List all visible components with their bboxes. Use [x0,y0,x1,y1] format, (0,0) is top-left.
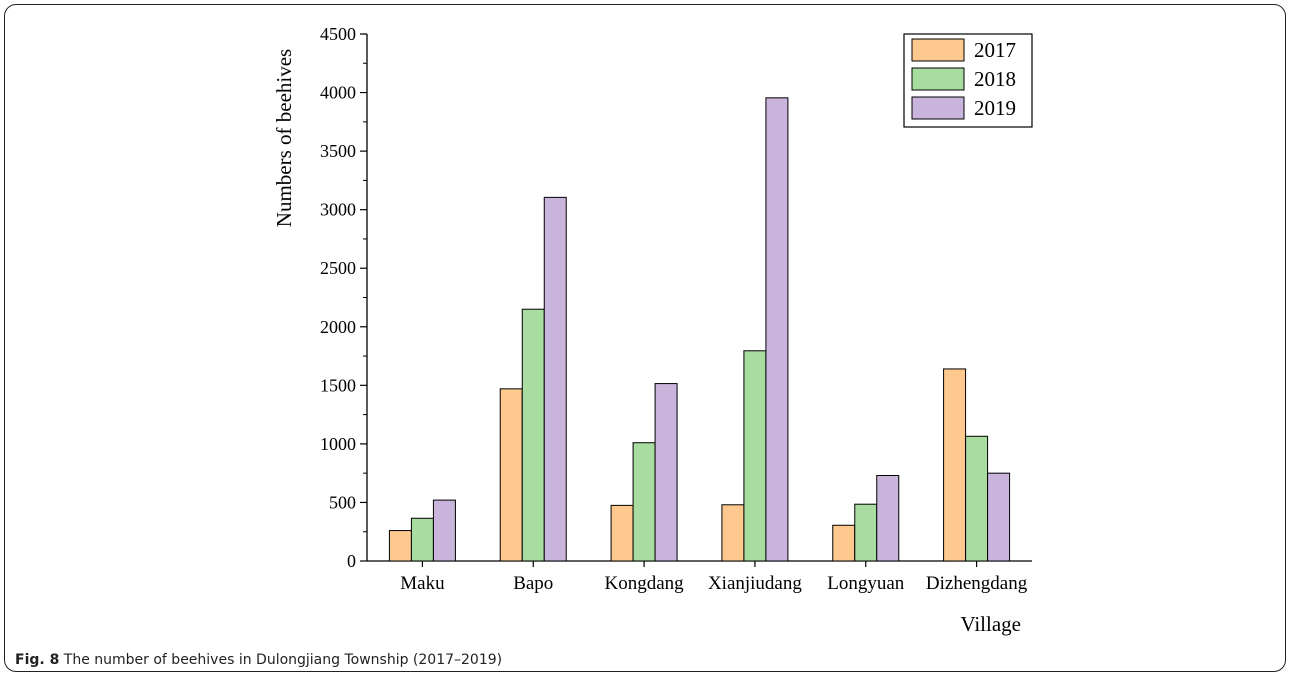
bar-2017-xianjiudang [721,504,745,562]
y-tick-label: 2500 [320,258,356,278]
bar-2018-dizhengdang [965,435,989,562]
bar-2019-bapo [543,196,567,562]
bar-2018-maku [410,517,434,562]
x-axis-label: Village [960,612,1021,636]
y-axis-label: Numbers of beehives [272,49,296,227]
legend-label-2019: 2019 [974,96,1016,120]
chart-bars [388,97,1011,562]
chart-legend: 2017 2018 2019 [903,33,1033,128]
bar-2017-kongdang [610,504,634,562]
y-tick-label: 500 [329,492,356,512]
bar-2017-bapo [499,388,523,562]
bar-2018-kongdang [632,442,656,562]
y-tick-label: 4000 [320,83,356,103]
bar-2018-bapo [521,308,545,562]
caption-text: The number of beehives in Dulongjiang To… [63,652,503,668]
y-tick-label: 2000 [320,317,356,337]
legend-label-2018: 2018 [974,67,1016,91]
x-tick-label: Xianjiudang [708,573,802,594]
x-tick-label: Kongdang [605,573,685,594]
bar-2019-maku [432,499,456,562]
legend-label-2017: 2017 [974,38,1016,62]
bar-2017-longyuan [832,524,856,562]
bar-chart: 0 500 1000 1500 2000 2500 3000 3500 4000 4500 Numb… [272,24,1033,636]
chart-axes: 0 500 1000 1500 2000 2500 3000 3500 4000 4500 Numb… [272,24,1032,636]
bar-2017-dizhengdang [943,368,967,562]
y-tick-label: 1500 [320,375,356,395]
bar-2019-longyuan [876,475,900,562]
legend-swatch-2018 [911,67,965,91]
y-tick-label: 3500 [320,141,356,161]
figure-frame: 0 500 1000 1500 2000 2500 3000 3500 4000 4500 Numb… [4,4,1286,672]
x-tick-label: Longyuan [827,573,905,594]
x-tick-label: Bapo [513,573,553,594]
bar-2017-maku [388,530,412,562]
y-tick-label: 4500 [320,24,356,44]
bar-2019-kongdang [654,383,678,562]
figure-caption: Fig. 8 The number of beehives in Dulongj… [15,652,502,668]
legend-swatch-2019 [911,96,965,120]
caption-label: Fig. 8 [15,652,60,668]
bar-2019-dizhengdang [987,472,1011,562]
legend-swatch-2017 [911,38,965,62]
y-tick-label: 0 [347,551,356,571]
bar-2018-xianjiudang [743,350,767,562]
x-tick-label: Dizhengdang [926,573,1028,594]
y-tick-label: 1000 [320,434,356,454]
y-tick-label: 3000 [320,200,356,220]
x-tick-label: Maku [400,573,445,594]
bar-2019-xianjiudang [765,97,789,562]
bar-2018-longyuan [854,503,878,562]
